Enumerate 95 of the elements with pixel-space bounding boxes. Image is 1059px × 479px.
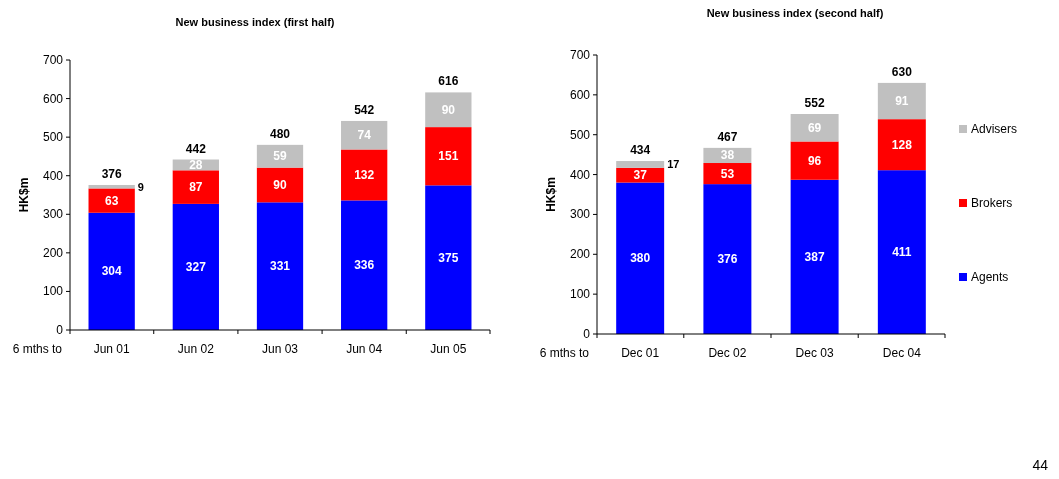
data-label: 90 [273, 177, 287, 192]
bar [256, 202, 304, 330]
y-tick-label: 300 [42, 207, 64, 222]
y-tick-label: 500 [569, 127, 591, 142]
x-tick-label: Jun 04 [346, 342, 383, 356]
total-label: 442 [185, 141, 207, 156]
total-label: 467 [717, 129, 738, 144]
y-tick-label: 200 [42, 245, 64, 260]
bar [616, 167, 665, 183]
y-tick-label: 100 [42, 284, 64, 299]
data-label: 38 [720, 148, 735, 163]
data-label: 331 [269, 259, 291, 274]
bar [88, 188, 135, 213]
data-label: 28 [189, 157, 203, 172]
chart-title: New business index (first half) [175, 16, 335, 28]
y-tick-label: 0 [56, 323, 64, 337]
y-tick-label: 0 [583, 327, 591, 341]
data-label: 59 [273, 149, 287, 164]
bar [703, 184, 752, 334]
bar [790, 179, 839, 334]
legend-label: Advisers [971, 122, 1018, 136]
y-tick-label: 700 [569, 48, 591, 62]
total-label: 630 [891, 64, 913, 79]
bar [172, 203, 219, 330]
bar [790, 141, 839, 180]
y-axis-title: HK$m [17, 177, 31, 213]
y-tick-label: 400 [569, 167, 591, 182]
y-tick-label: 200 [569, 247, 591, 262]
x-axis-title: 6 mths to [539, 346, 590, 360]
total-label: 434 [630, 143, 651, 158]
data-label: 17 [667, 158, 680, 171]
data-label: 69 [807, 120, 822, 135]
data-label: 90 [441, 102, 456, 117]
x-tick-label: Dec 03 [795, 346, 834, 360]
data-label: 336 [354, 258, 375, 273]
y-axis-title: HK$m [544, 177, 558, 212]
y-tick-label: 500 [42, 130, 64, 145]
data-label: 411 [892, 245, 912, 260]
data-label: 376 [717, 252, 738, 267]
bar [341, 200, 388, 330]
total-label: 616 [438, 74, 459, 89]
x-tick-label: Dec 04 [882, 346, 922, 360]
bar [256, 144, 304, 168]
bar [425, 185, 472, 330]
data-label: 9 [137, 180, 144, 193]
data-label: 380 [630, 251, 651, 266]
y-tick-label: 600 [569, 87, 591, 102]
data-label: 74 [357, 128, 372, 143]
data-label: 53 [720, 166, 735, 181]
data-label: 96 [807, 153, 822, 168]
x-tick-label: Jun 01 [93, 342, 130, 356]
data-label: 387 [804, 249, 825, 264]
legend-label: Brokers [971, 196, 1013, 210]
bar [341, 120, 388, 150]
data-label: 151 [438, 149, 459, 164]
bar [790, 113, 839, 142]
data-label: 327 [185, 259, 207, 274]
y-tick-label: 700 [42, 53, 64, 67]
bar [877, 82, 926, 120]
total-label: 376 [101, 166, 122, 181]
bar [616, 161, 665, 168]
data-label: 128 [891, 137, 913, 152]
legend-label: Agents [971, 270, 1009, 284]
bar [877, 119, 926, 171]
x-tick-label: Jun 02 [177, 342, 215, 356]
data-label: 87 [189, 180, 203, 195]
y-tick-label: 600 [42, 91, 64, 106]
data-label: 132 [354, 167, 375, 182]
x-tick-label: Dec 02 [708, 346, 747, 360]
chart-title: New business index (second half) [706, 7, 884, 19]
bar [256, 167, 304, 203]
bar [88, 212, 135, 330]
total-label: 542 [354, 102, 375, 117]
bar [425, 92, 472, 128]
y-tick-label: 100 [569, 287, 591, 302]
data-label: 63 [104, 193, 119, 208]
total-label: 552 [804, 95, 825, 110]
y-tick-label: 400 [42, 168, 64, 183]
bar [616, 182, 665, 334]
data-label: 304 [101, 264, 122, 279]
y-tick-label: 300 [569, 207, 591, 222]
text: 44 [1032, 457, 1049, 473]
x-tick-label: Dec 01 [621, 346, 660, 360]
x-tick-label: Jun 03 [261, 342, 299, 356]
x-tick-label: Jun 05 [430, 342, 467, 356]
data-label: 91 [895, 94, 909, 109]
bar [425, 127, 472, 186]
data-label: 375 [438, 250, 459, 265]
data-label: 37 [633, 168, 648, 183]
bar [703, 163, 752, 185]
x-axis-title: 6 mths to [12, 342, 63, 356]
bar [877, 170, 926, 334]
total-label: 480 [269, 126, 291, 141]
bar [341, 149, 388, 201]
bar [172, 170, 219, 204]
